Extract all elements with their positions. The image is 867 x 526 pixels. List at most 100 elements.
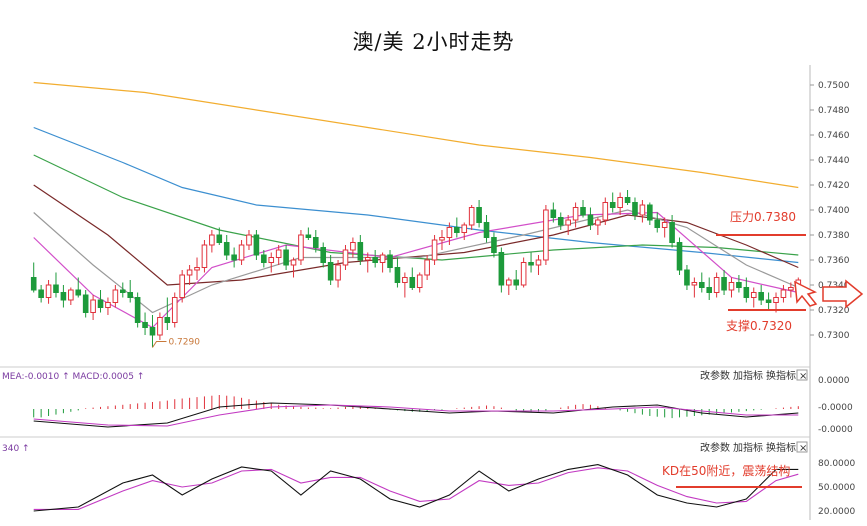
candle-body: [312, 237, 319, 248]
candle-body: [305, 234, 312, 238]
kd-tick-label: 20.0000: [818, 507, 855, 517]
candle-body: [275, 249, 282, 258]
down-right-arrow-icon: [794, 280, 818, 307]
candle-body: [60, 292, 67, 301]
candle-body: [483, 222, 490, 238]
candle-body: [409, 277, 416, 288]
candle-body: [379, 254, 386, 263]
resistance-label: 压力0.7380: [730, 210, 796, 224]
price-tick-label: 0.7480: [818, 106, 850, 116]
candle-body: [647, 204, 653, 221]
low-marker-label: 0.7290: [168, 338, 200, 348]
candle-layer: [30, 190, 802, 348]
candle-body: [788, 287, 794, 291]
arrow-layer: [794, 279, 864, 309]
macd-control-button[interactable]: 加指标: [733, 369, 763, 382]
price-tick-label: 0.7300: [818, 331, 850, 341]
support-label: 支撑0.7320: [726, 318, 792, 333]
moving-average-line: [33, 184, 799, 286]
price-tick-label: 0.7420: [818, 181, 850, 191]
macd-control-button[interactable]: 改参数: [700, 369, 730, 382]
candle-body: [639, 204, 646, 216]
macd-control-button[interactable]: 换指标: [766, 369, 796, 382]
macd-tick-label: 0.0000: [818, 376, 850, 386]
candle-body: [476, 207, 482, 223]
kd-tick-label: 50.0000: [818, 483, 855, 493]
price-tick-label: 0.7460: [818, 131, 850, 141]
candle-body: [454, 227, 460, 233]
candle-body: [149, 327, 156, 336]
candle-body: [461, 224, 468, 233]
candle-body: [357, 242, 364, 261]
kd-control-button[interactable]: 换指标: [766, 441, 796, 454]
candle-body: [535, 259, 542, 266]
candle-body: [654, 219, 661, 228]
candle-body: [491, 237, 497, 253]
candle-body: [112, 289, 119, 303]
candle-body: [780, 289, 787, 298]
candle-body: [424, 259, 430, 276]
candle-body: [387, 254, 393, 268]
candle-body: [624, 197, 631, 203]
candle-body: [632, 202, 638, 216]
candle-body: [513, 279, 520, 286]
candle-body: [691, 282, 698, 286]
candle-body: [498, 252, 505, 286]
candle-body: [119, 289, 126, 293]
candle-body: [298, 234, 304, 261]
price-tick-label: 0.7320: [818, 306, 850, 316]
candle-body: [565, 219, 571, 226]
candle-body: [201, 244, 208, 268]
kd-close-icon[interactable]: ×: [799, 443, 807, 454]
macd-close-icon[interactable]: ×: [799, 371, 807, 382]
moving-average-layer: [33, 81, 799, 329]
candle-body: [528, 262, 534, 266]
candle-body: [609, 202, 616, 208]
moving-average-line: [33, 209, 799, 314]
price-tick-label: 0.7400: [818, 206, 850, 216]
kd-panel: 340 ↑ 改参数 加指标 换指标 × 80.0000 50.0000 20.0000 KD在5…: [2, 441, 855, 517]
candle-body: [721, 277, 727, 291]
candle-body: [661, 222, 668, 228]
candle-body: [38, 289, 44, 298]
candle-body: [231, 254, 237, 261]
candle-body: [439, 237, 445, 241]
candle-body: [45, 284, 52, 298]
kd-annotation: KD在50附近，震荡结构: [662, 463, 790, 478]
price-tick-label: 0.7360: [818, 256, 850, 266]
candle-body: [171, 297, 178, 323]
price-tick-label: 0.7340: [818, 281, 850, 291]
candle-body: [75, 289, 82, 296]
kd-close-box[interactable]: [796, 441, 808, 453]
candle-body: [773, 297, 779, 303]
candle-body: [402, 277, 408, 283]
candle-body: [142, 322, 148, 328]
candle-body: [728, 282, 735, 291]
candle-body: [30, 277, 37, 291]
candle-body: [223, 242, 230, 256]
kd-control-button[interactable]: 改参数: [700, 441, 730, 454]
candle-body: [268, 257, 275, 263]
candle-body: [394, 267, 401, 283]
moving-average-line: [33, 211, 799, 329]
candle-body: [350, 242, 356, 251]
kd-control-button[interactable]: 加指标: [733, 441, 763, 454]
candle-body: [765, 299, 772, 303]
candle-body: [186, 269, 193, 276]
moving-average-line: [33, 81, 799, 189]
candle-body: [209, 234, 215, 246]
candle-body: [676, 242, 683, 271]
macd-close-box[interactable]: [796, 369, 808, 381]
right-arrow-icon: [822, 279, 864, 309]
kd-tick-label: 80.0000: [818, 459, 855, 469]
candle-body: [68, 289, 74, 301]
candle-body: [372, 257, 378, 263]
candle-body: [706, 287, 713, 293]
candle-body: [261, 254, 267, 263]
candle-body: [335, 264, 341, 281]
macd-dif-line: [33, 402, 799, 428]
candle-body: [557, 217, 564, 226]
candle-body: [580, 207, 586, 216]
candle-body: [595, 219, 601, 226]
